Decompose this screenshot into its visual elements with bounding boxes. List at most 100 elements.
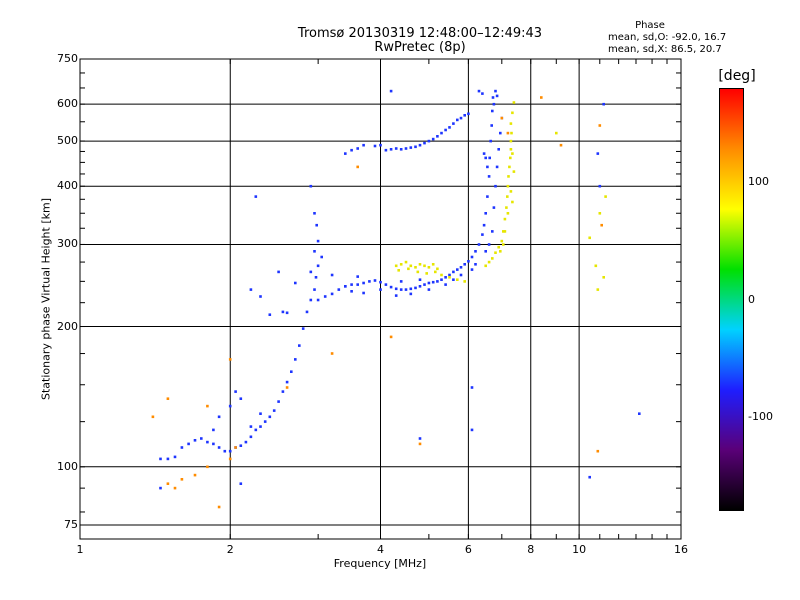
data-point — [159, 457, 162, 461]
data-point — [281, 390, 285, 393]
data-point — [494, 251, 497, 254]
data-point — [509, 122, 513, 125]
data-point — [436, 135, 439, 138]
data-point — [499, 131, 502, 135]
data-point — [309, 298, 313, 302]
data-point — [394, 147, 398, 150]
data-point — [427, 288, 431, 291]
data-point — [409, 287, 413, 291]
data-point — [259, 425, 262, 428]
data-point — [389, 335, 393, 339]
data-point — [604, 195, 607, 198]
data-point — [180, 446, 184, 449]
data-point — [427, 139, 431, 143]
data-point — [416, 270, 420, 274]
data-point — [414, 286, 417, 290]
y-tick-label: 200 — [57, 319, 78, 333]
data-point — [602, 276, 605, 279]
data-point — [494, 89, 497, 93]
y-tick-label: 100 — [57, 459, 78, 473]
data-point — [511, 200, 514, 204]
data-point — [502, 230, 505, 233]
data-point — [495, 94, 499, 98]
data-point — [600, 223, 603, 227]
data-point — [555, 131, 558, 135]
data-point — [491, 257, 494, 260]
data-point — [268, 313, 272, 316]
colorbar-tick-label: -100 — [748, 410, 773, 423]
data-point — [362, 281, 365, 285]
y-tick-label: 300 — [57, 237, 78, 251]
data-point — [313, 250, 316, 253]
data-point — [316, 264, 320, 268]
chart-title-line1: Tromsø 20130319 12:48:00–12:49:43 — [297, 26, 543, 41]
data-point — [463, 263, 466, 266]
data-point — [470, 255, 474, 259]
data-point — [500, 239, 504, 243]
data-point — [509, 156, 512, 160]
data-point — [418, 263, 422, 266]
data-point — [495, 165, 499, 169]
data-point — [452, 122, 455, 125]
data-point — [263, 420, 267, 423]
data-point — [482, 152, 486, 155]
data-point — [368, 280, 371, 283]
data-point — [596, 288, 600, 291]
data-point — [512, 101, 516, 104]
data-point — [350, 290, 353, 293]
data-point — [418, 442, 422, 446]
scatter-points — [151, 89, 641, 509]
data-point — [506, 212, 510, 215]
data-point — [506, 195, 509, 198]
data-point — [228, 358, 232, 361]
data-point — [598, 184, 602, 188]
data-point — [638, 412, 641, 415]
data-point — [384, 148, 388, 152]
data-point — [418, 285, 422, 288]
data-point — [389, 148, 393, 151]
data-point — [373, 144, 377, 148]
data-point — [434, 270, 437, 274]
data-point — [294, 281, 297, 285]
data-point — [373, 279, 377, 282]
data-point — [394, 287, 398, 291]
data-point — [509, 148, 513, 151]
data-point — [159, 486, 162, 490]
data-point — [217, 415, 221, 419]
data-point — [497, 148, 500, 151]
data-point — [431, 280, 435, 284]
data-point — [356, 147, 359, 150]
data-point — [244, 440, 248, 444]
data-point — [470, 428, 474, 432]
colorbar-tick-label: 100 — [748, 175, 769, 188]
data-point — [423, 283, 426, 286]
data-point — [507, 175, 510, 178]
data-point — [425, 272, 428, 275]
data-point — [316, 239, 320, 243]
phase-x-stats: mean, sd,X: 86.5, 20.7 — [608, 44, 722, 55]
data-point — [239, 482, 243, 485]
data-point — [487, 175, 491, 178]
data-point — [484, 264, 487, 268]
data-point — [456, 268, 459, 271]
x-tick-label: 1 — [76, 543, 84, 556]
data-point — [459, 273, 463, 277]
data-point — [223, 449, 227, 453]
data-point — [314, 276, 318, 279]
data-point — [486, 195, 489, 198]
data-point — [444, 283, 447, 286]
data-point — [470, 268, 474, 271]
data-point — [180, 478, 184, 481]
data-point — [399, 280, 403, 283]
data-point — [511, 152, 514, 155]
data-point — [448, 126, 451, 129]
x-axis-label: Frequency [MHz] — [333, 557, 427, 570]
data-point — [506, 184, 510, 188]
data-point — [193, 473, 197, 477]
data-point — [379, 143, 382, 147]
data-point — [418, 143, 422, 147]
data-point — [330, 273, 334, 277]
data-point — [444, 128, 447, 132]
y-axis-label: Stationary phase Virtual Height [km] — [39, 197, 53, 401]
x-tick-label: 16 — [674, 543, 688, 556]
